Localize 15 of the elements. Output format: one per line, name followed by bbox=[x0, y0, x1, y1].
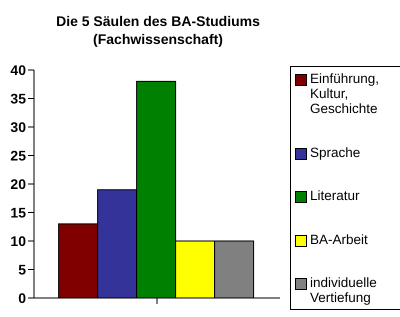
chart-title: Die 5 Säulen des BA-Studiums (Fachwissenschaft) bbox=[55, 12, 261, 48]
y-tick-label: 5 bbox=[18, 261, 26, 278]
legend-label: Sprache bbox=[310, 144, 360, 160]
legend-label: Einführung, Kultur, Geschichte bbox=[310, 71, 380, 116]
y-tick-label: 25 bbox=[10, 147, 26, 164]
y-tick-label: 20 bbox=[10, 176, 26, 192]
y-tick-label: 10 bbox=[10, 232, 26, 249]
y-tick-label: 40 bbox=[10, 62, 26, 78]
y-tick-label: 0 bbox=[18, 290, 26, 306]
legend-label: BA-Arbeit bbox=[310, 232, 368, 246]
y-tick-label: 30 bbox=[10, 118, 26, 135]
y-tick-label: 15 bbox=[10, 204, 26, 220]
legend-label: individuelle Vertiefung bbox=[310, 275, 378, 305]
y-tick-label: 35 bbox=[10, 90, 26, 106]
legend-label: Literatur bbox=[310, 188, 360, 203]
